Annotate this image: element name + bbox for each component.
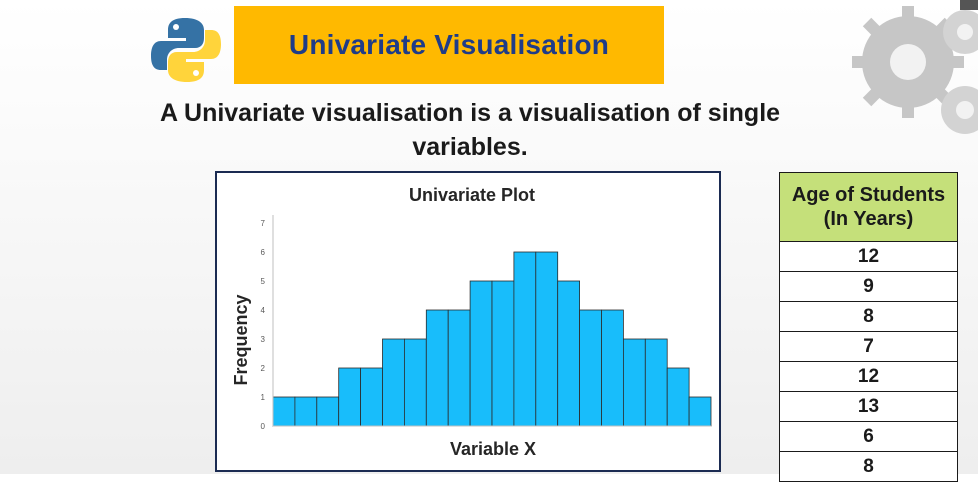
- histogram-bar: [557, 280, 581, 427]
- subtitle-line-1: A Univariate visualisation is a visualis…: [159, 99, 781, 127]
- table-cell: 12: [779, 241, 958, 272]
- y-tick-label: 2: [261, 364, 266, 373]
- table-row: 9: [779, 271, 958, 302]
- table-cell: 6: [779, 421, 958, 452]
- histogram-bar: [535, 251, 559, 427]
- table-row: 12: [779, 361, 958, 392]
- histogram-bar: [644, 338, 668, 427]
- histogram-bar: [447, 309, 471, 427]
- table-row: 8: [779, 301, 958, 332]
- subtitle: A Univariate visualisation is a visualis…: [110, 96, 830, 164]
- table-header-line-2: (In Years): [823, 208, 914, 230]
- histogram-svg: Univariate Plot Frequency Variable X 0 1 2…: [231, 185, 712, 459]
- table-body: 12 9 8 7 12 13 6 8: [779, 241, 958, 482]
- histogram-bar: [491, 280, 515, 427]
- histogram-bar: [360, 367, 383, 427]
- table-header-line-1: Age of Students: [791, 184, 946, 206]
- histogram-bar: [382, 338, 405, 427]
- histogram-bar: [272, 396, 296, 427]
- table-row: 6: [779, 421, 958, 452]
- table-header: Age of Students (In Years): [779, 172, 958, 242]
- table-row: 13: [779, 391, 958, 422]
- y-tick-label: 0: [261, 422, 266, 431]
- histogram-bar: [425, 309, 449, 427]
- title-banner: Univariate Visualisation: [234, 6, 664, 84]
- subtitle-line-2: variables.: [412, 133, 528, 161]
- y-tick-label: 3: [261, 335, 266, 344]
- y-tick-label: 4: [261, 306, 266, 315]
- y-ticks: 0 1 2 3 4 5 6 7: [261, 219, 266, 431]
- histogram-bar: [338, 367, 361, 427]
- table-row: 8: [779, 451, 958, 482]
- bars: [272, 251, 712, 427]
- y-axis-label: Frequency: [231, 294, 251, 385]
- table-cell: 7: [779, 331, 958, 362]
- histogram-bar: [513, 251, 537, 427]
- x-axis-label: Variable X: [450, 439, 536, 459]
- histogram-bar: [403, 338, 427, 427]
- y-tick-label: 1: [261, 393, 266, 402]
- histogram-bar: [601, 309, 624, 427]
- histogram-bar: [579, 309, 602, 427]
- histogram-chart: Univariate Plot Frequency Variable X 0 1 2…: [215, 171, 721, 472]
- table-cell: 9: [779, 271, 958, 302]
- histogram-bar: [469, 280, 493, 427]
- histogram-bar: [294, 396, 318, 427]
- table-header-row: Age of Students (In Years): [779, 172, 958, 242]
- y-tick-label: 5: [261, 277, 266, 286]
- table-cell: 13: [779, 391, 958, 422]
- histogram-bar: [316, 396, 340, 427]
- page-title: Univariate Visualisation: [288, 29, 610, 60]
- table-cell: 12: [779, 361, 958, 392]
- histogram-bar: [688, 396, 712, 427]
- table-row: 12: [779, 241, 958, 272]
- histogram-bar: [622, 338, 646, 427]
- python-logo-icon: [151, 18, 221, 82]
- y-tick-label: 6: [261, 248, 266, 257]
- table-cell: 8: [779, 301, 958, 332]
- histogram-bar: [666, 367, 690, 427]
- chart-title: Univariate Plot: [409, 185, 535, 205]
- age-table: Age of Students (In Years) 12 9 8 7 12 13 6 8: [779, 172, 958, 482]
- gears-icon: [852, 0, 978, 134]
- table-cell: 8: [779, 451, 958, 482]
- y-tick-label: 7: [261, 219, 266, 228]
- table-row: 7: [779, 331, 958, 362]
